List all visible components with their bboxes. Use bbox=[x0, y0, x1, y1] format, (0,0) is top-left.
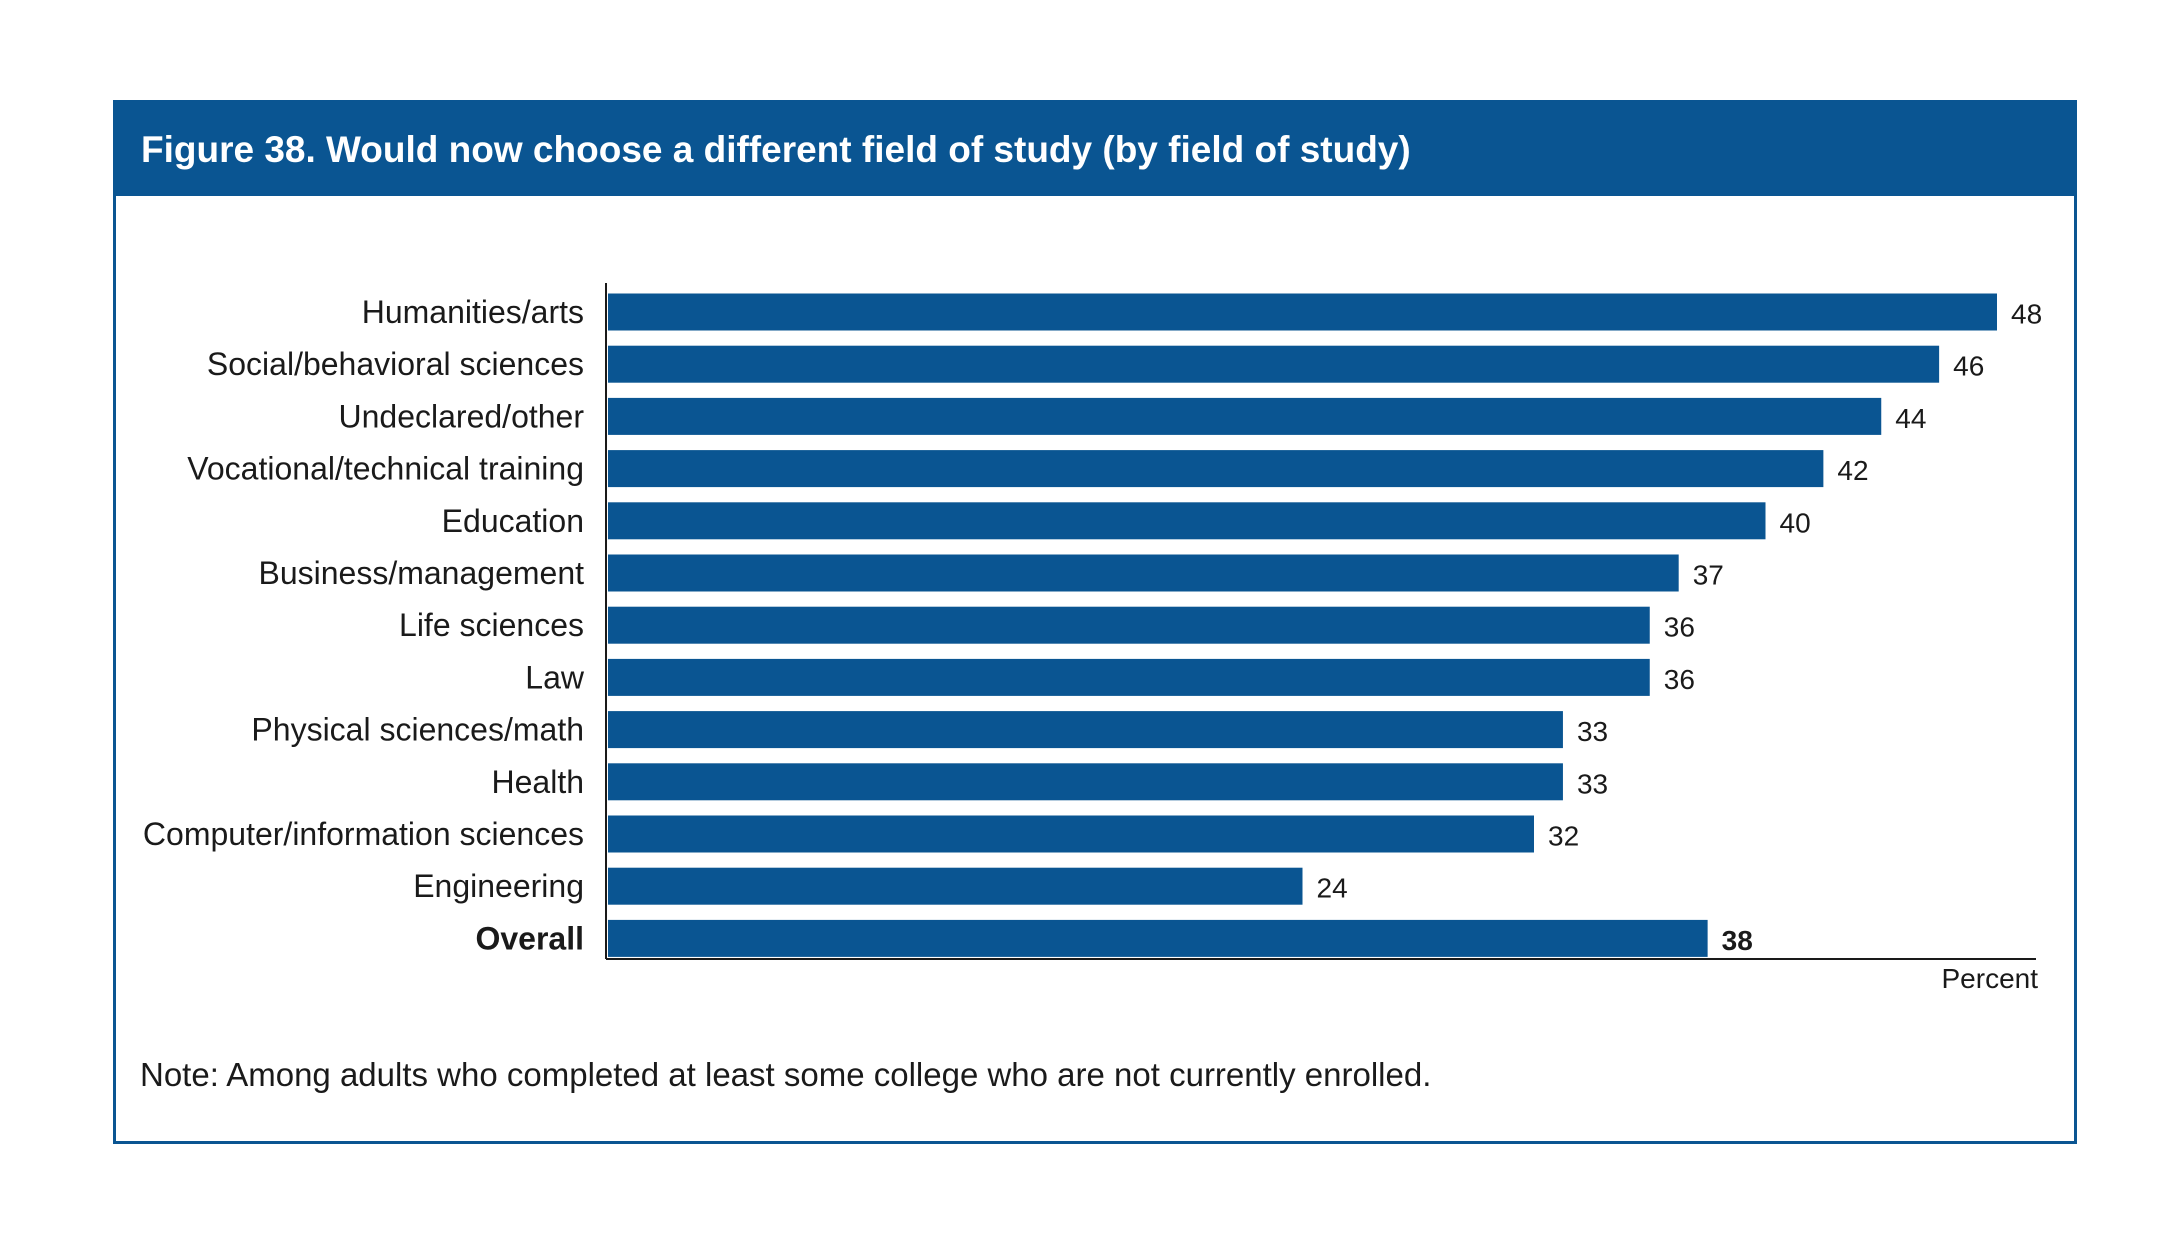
value-label-10: 32 bbox=[1548, 821, 1579, 852]
category-labels: Humanities/arts Social/behavioral science… bbox=[143, 294, 585, 956]
value-label-7: 36 bbox=[1664, 664, 1695, 695]
bar-0 bbox=[608, 293, 1997, 331]
category-label-6: Life sciences bbox=[399, 607, 584, 643]
figure-title: Figure 38. Would now choose a different … bbox=[141, 129, 1411, 170]
category-label-9: Health bbox=[492, 764, 585, 800]
bar-5 bbox=[608, 554, 1679, 592]
x-axis-label: Percent bbox=[1941, 963, 2039, 994]
bar-1 bbox=[608, 345, 1940, 383]
bar-4 bbox=[608, 502, 1766, 540]
bar-7 bbox=[608, 658, 1650, 696]
value-label-4: 40 bbox=[1780, 507, 1811, 538]
bar-6 bbox=[608, 606, 1650, 644]
value-label-9: 33 bbox=[1577, 768, 1608, 799]
value-label-5: 37 bbox=[1693, 560, 1724, 591]
category-label-7: Law bbox=[525, 659, 585, 695]
category-label-10: Computer/information sciences bbox=[143, 816, 584, 852]
category-label-4: Education bbox=[442, 503, 584, 539]
figure-note: Note: Among adults who completed at leas… bbox=[140, 1056, 1432, 1093]
bar-9 bbox=[608, 763, 1563, 801]
bar-10 bbox=[608, 815, 1534, 853]
category-label-12: Overall bbox=[475, 920, 584, 956]
value-label-11: 24 bbox=[1317, 873, 1348, 904]
category-label-0: Humanities/arts bbox=[362, 294, 584, 330]
value-label-2: 44 bbox=[1895, 403, 1926, 434]
category-label-3: Vocational/technical training bbox=[187, 451, 584, 487]
value-label-1: 46 bbox=[1953, 351, 1984, 382]
value-label-12: 38 bbox=[1722, 925, 1753, 956]
bar-2 bbox=[608, 397, 1882, 435]
bar-12 bbox=[608, 919, 1708, 957]
category-label-1: Social/behavioral sciences bbox=[207, 346, 584, 382]
bar-chart: Humanities/arts Social/behavioral science… bbox=[143, 283, 2043, 960]
bar-8 bbox=[608, 711, 1563, 749]
category-label-2: Undeclared/other bbox=[339, 398, 585, 434]
value-label-0: 48 bbox=[2011, 299, 2042, 330]
figure-header: Figure 38. Would now choose a different … bbox=[116, 103, 2074, 196]
bar-3 bbox=[608, 450, 1824, 488]
category-label-11: Engineering bbox=[413, 868, 584, 904]
value-label-3: 42 bbox=[1837, 455, 1868, 486]
figure-frame: Figure 38. Would now choose a different … bbox=[113, 100, 2077, 1144]
value-label-8: 33 bbox=[1577, 716, 1608, 747]
value-labels: 48 46 44 42 40 37 36 36 33 33 32 24 38 bbox=[1317, 299, 2043, 956]
bars-layer bbox=[608, 293, 1997, 957]
bar-11 bbox=[608, 867, 1303, 905]
category-label-8: Physical sciences/math bbox=[251, 712, 584, 748]
category-label-5: Business/management bbox=[258, 555, 584, 591]
value-label-6: 36 bbox=[1664, 612, 1695, 643]
